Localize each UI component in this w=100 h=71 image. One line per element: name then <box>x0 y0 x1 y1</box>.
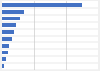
Bar <box>2 51 8 54</box>
Bar <box>2 3 82 7</box>
Bar <box>2 44 9 48</box>
Bar <box>2 10 24 13</box>
Bar <box>2 30 14 34</box>
Bar <box>2 64 4 68</box>
Bar <box>2 58 6 61</box>
Bar <box>2 17 20 20</box>
Bar <box>2 23 16 27</box>
Bar <box>2 37 12 41</box>
